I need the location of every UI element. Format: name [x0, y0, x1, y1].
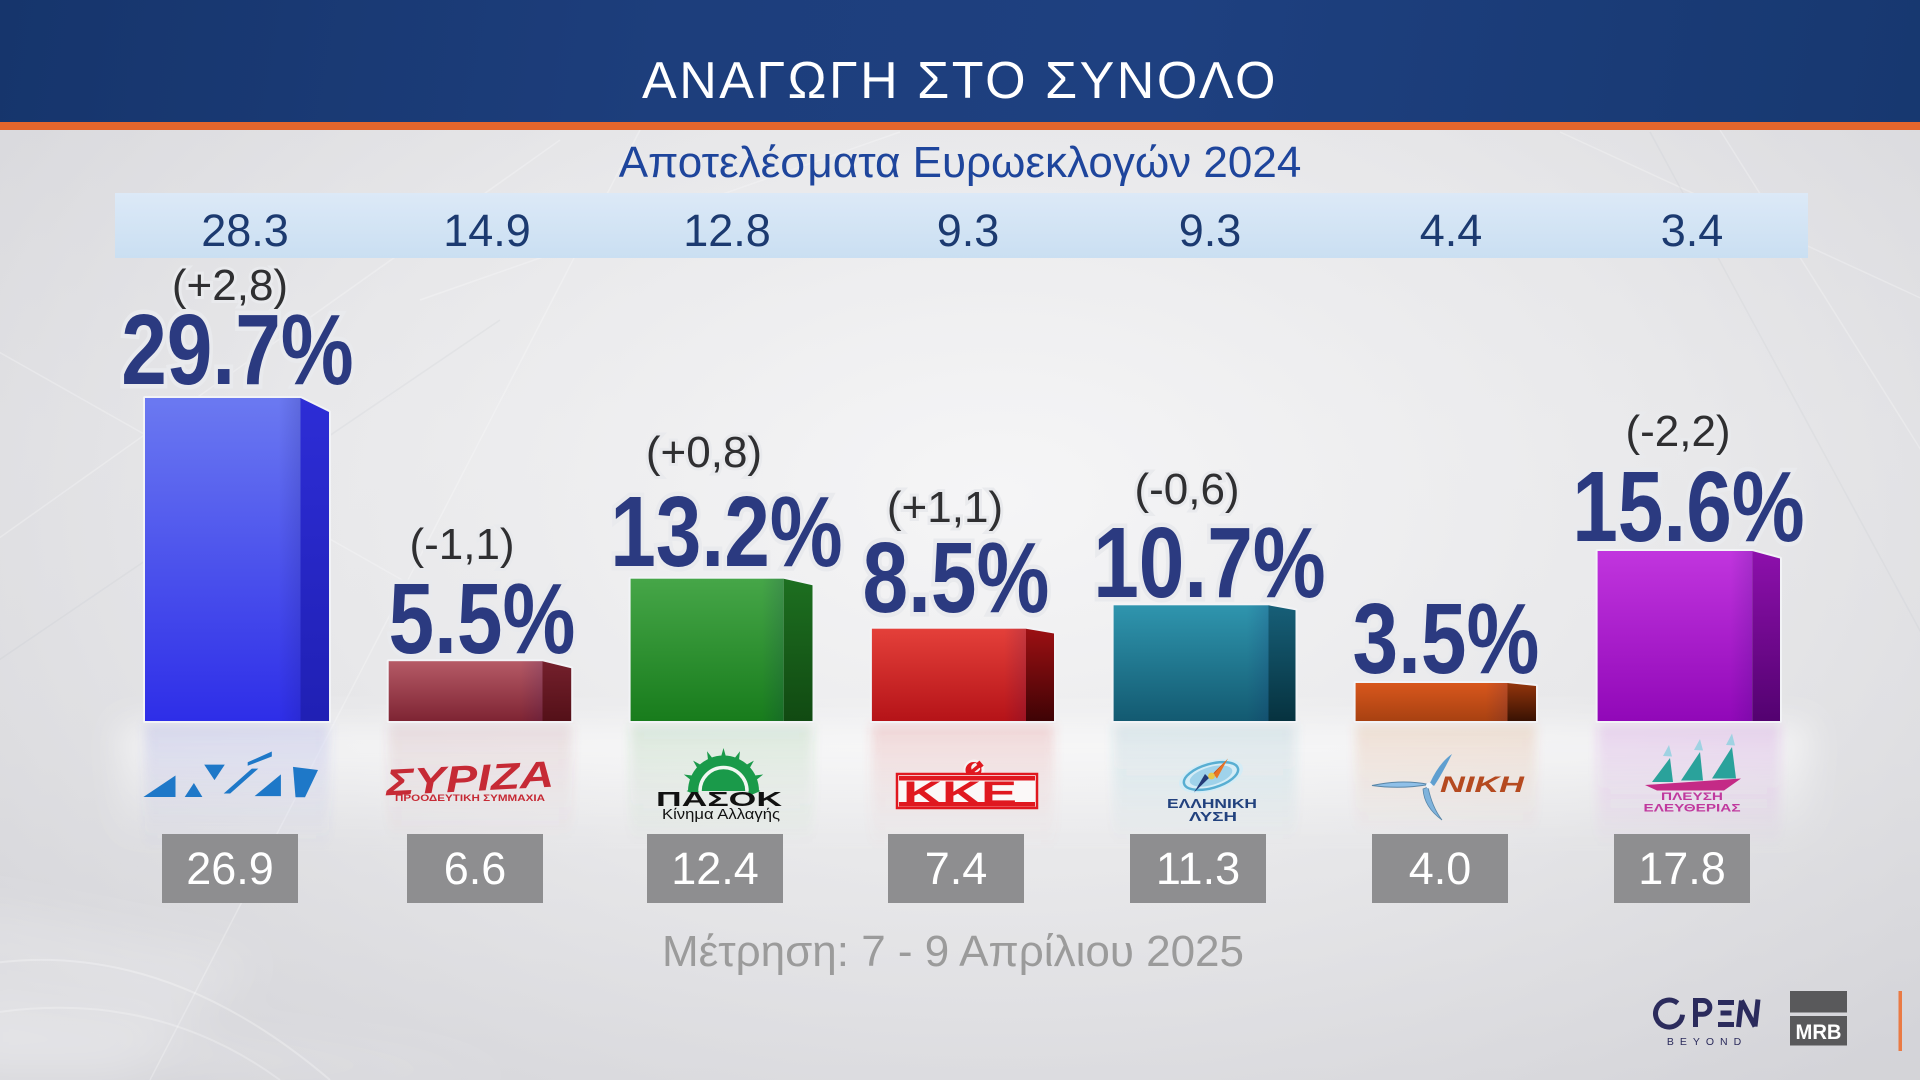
svg-text:ΕΛΕΥΘΕΡΙΑΣ: ΕΛΕΥΘΕΡΙΑΣ	[1644, 803, 1742, 815]
svg-text:BEYOND: BEYOND	[1667, 1036, 1747, 1048]
svg-text:Κίνημα Αλλαγής: Κίνημα Αλλαγής	[662, 807, 780, 823]
svg-text:ΝΙΚΗ: ΝΙΚΗ	[1440, 772, 1526, 797]
svg-text:KKE: KKE	[903, 775, 1017, 811]
svg-text:ΣΥΡΙΖΑ: ΣΥΡΙΖΑ	[384, 754, 555, 804]
svg-text:ΠΛΕΥΣΗ: ΠΛΕΥΣΗ	[1661, 791, 1723, 803]
svg-text:ΛΥΣΗ: ΛΥΣΗ	[1189, 809, 1237, 824]
svg-text:ΕΛΛΗΝΙΚΗ: ΕΛΛΗΝΙΚΗ	[1167, 796, 1257, 811]
svg-text:MRB: MRB	[1796, 1021, 1842, 1044]
svg-text:ΠΑΣΟΚ: ΠΑΣΟΚ	[656, 789, 783, 811]
svg-text:ΠΡΟΟΔΕΥΤΙΚΗ ΣΥΜΜΑΧΙΑ: ΠΡΟΟΔΕΥΤΙΚΗ ΣΥΜΜΑΧΙΑ	[395, 793, 545, 804]
